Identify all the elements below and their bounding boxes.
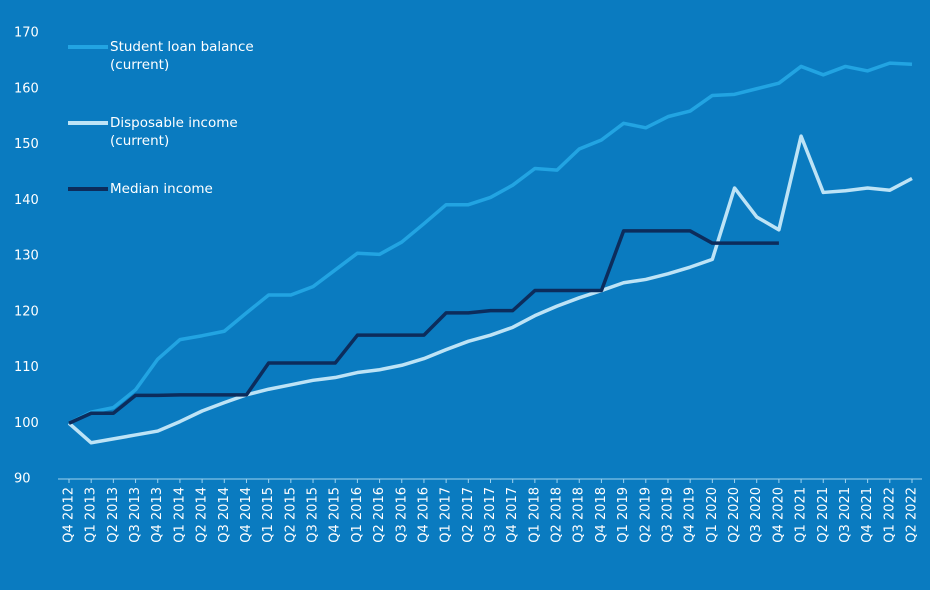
x-tick-label: Q4 2021 — [860, 487, 875, 543]
x-tick-label: Q3 2021 — [838, 487, 853, 543]
x-tick-label: Q3 2019 — [660, 487, 675, 543]
legend-swatch — [68, 121, 108, 125]
x-tick-label: Q2 2014 — [195, 487, 210, 543]
x-tick-label: Q3 2013 — [128, 487, 143, 543]
x-tick-label: Q1 2016 — [350, 487, 365, 543]
x-tick-label: Q1 2013 — [84, 487, 99, 543]
x-tick-label: Q4 2014 — [239, 487, 254, 543]
x-tick-label: Q3 2016 — [394, 487, 409, 543]
x-tick-label: Q1 2019 — [616, 487, 631, 543]
y-tick-label: 90 — [14, 472, 31, 487]
x-tick-label: Q4 2015 — [328, 487, 343, 543]
x-tick-label: Q1 2015 — [261, 487, 276, 543]
x-tick-label: Q3 2020 — [749, 487, 764, 543]
series-line — [68, 61, 913, 425]
series-line — [67, 134, 913, 445]
x-tick-label: Q4 2012 — [62, 487, 77, 543]
legend-item: Median income — [68, 180, 280, 198]
y-tick-label: 110 — [14, 360, 39, 375]
x-tick-label: Q4 2016 — [416, 487, 431, 543]
y-tick-label: 170 — [14, 26, 39, 41]
legend-label: Median income — [110, 181, 213, 197]
x-tick-label: Q4 2017 — [505, 487, 520, 543]
x-tick-label: Q4 2019 — [683, 487, 698, 543]
y-tick-label: 160 — [14, 81, 39, 96]
x-tick-label: Q2 2021 — [816, 487, 831, 543]
x-tick-label: Q1 2017 — [439, 487, 454, 543]
legend-label: Student loan balance (current) — [110, 39, 254, 73]
x-tick-label: Q4 2013 — [150, 487, 165, 543]
x-tick-label: Q3 2018 — [572, 487, 587, 543]
x-tick-label: Q1 2021 — [794, 487, 809, 543]
y-tick-label: 100 — [14, 416, 39, 431]
x-tick-label: Q2 2020 — [727, 487, 742, 543]
series-line — [68, 229, 779, 425]
x-tick-label: Q1 2020 — [705, 487, 720, 543]
x-tick-label: Q1 2014 — [172, 487, 187, 543]
x-tick-label: Q2 2013 — [106, 487, 121, 543]
legend-swatch — [68, 45, 108, 49]
x-tick-label: Q2 2017 — [461, 487, 476, 543]
y-tick-label: 130 — [14, 249, 39, 264]
x-tick-label: Q3 2017 — [483, 487, 498, 543]
legend-swatch — [68, 187, 108, 191]
x-tick-label: Q2 2022 — [905, 487, 920, 543]
x-tick-label: Q3 2014 — [217, 487, 232, 543]
y-tick-label: 120 — [14, 304, 39, 319]
x-tick-label: Q2 2019 — [638, 487, 653, 543]
y-tick-label: 150 — [14, 137, 39, 152]
x-tick-label: Q3 2015 — [306, 487, 321, 543]
legend-item: Student loan balance (current) — [68, 38, 260, 74]
x-tick-label: Q2 2016 — [372, 487, 387, 543]
x-tick-label: Q1 2018 — [527, 487, 542, 543]
y-tick-label: 140 — [14, 193, 39, 208]
x-tick-label: Q4 2018 — [594, 487, 609, 543]
x-tick-label: Q1 2022 — [882, 487, 897, 543]
legend-item: Disposable income (current) — [68, 114, 280, 150]
x-tick-label: Q2 2015 — [283, 487, 298, 543]
x-tick-label: Q2 2018 — [550, 487, 565, 543]
legend-label: Disposable income (current) — [110, 115, 238, 149]
x-tick-label: Q4 2020 — [771, 487, 786, 543]
